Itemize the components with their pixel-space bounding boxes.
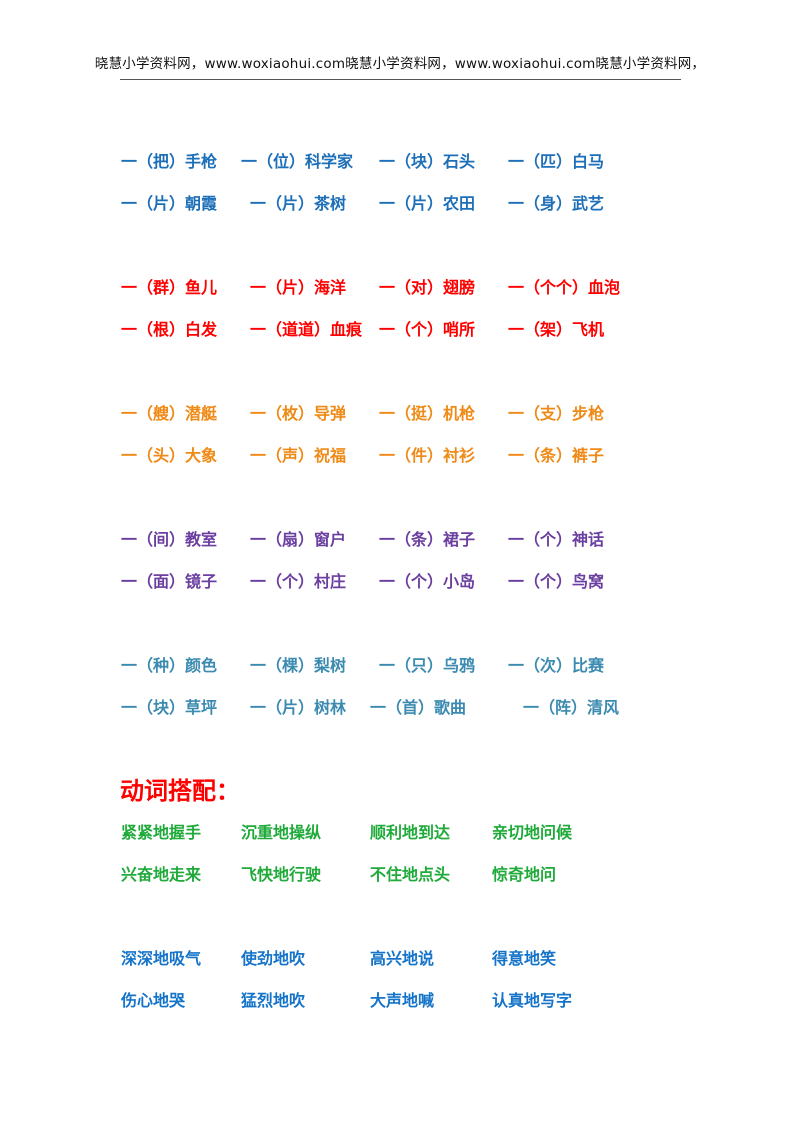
verb-phrase-item: 不住地点头 — [370, 865, 451, 884]
measure-word-item: 一（种）颜色 — [121, 656, 218, 675]
measure-word-item: 一（艘）潜艇 — [121, 404, 218, 423]
measure-word-row: 一（片）朝霞 一（片）茶树 一（片）农田 一（身）武艺 — [0, 192, 800, 218]
measure-word-row: 一（头）大象 一（声）祝福 一（件）衬衫 一（条）裤子 — [0, 444, 800, 470]
measure-word-item: 一（片）树林 — [250, 698, 347, 717]
verb-phrase-item: 大声地喊 — [370, 991, 435, 1010]
measure-word-item: 一（支）步枪 — [508, 404, 605, 423]
measure-word-item: 一（身）武艺 — [508, 194, 605, 213]
measure-word-item: 一（片）朝霞 — [121, 194, 218, 213]
measure-word-item: 一（把）手枪 — [121, 152, 218, 171]
measure-word-item: 一（只）乌鸦 — [379, 656, 476, 675]
measure-word-row: 一（把）手枪 一（位）科学家 一（块）石头 一（匹）白马 — [0, 150, 800, 176]
verb-phrase-item: 使劲地吹 — [241, 949, 306, 968]
measure-word-item: 一（枚）导弹 — [250, 404, 347, 423]
measure-word-item: 一（个个）血泡 — [508, 278, 621, 297]
measure-word-item: 一（个）村庄 — [250, 572, 347, 591]
measure-word-item: 一（块）石头 — [379, 152, 476, 171]
verb-phrase-item: 紧紧地握手 — [121, 823, 202, 842]
measure-word-item: 一（首）歌曲 — [370, 698, 467, 717]
verb-phrase-item: 沉重地操纵 — [241, 823, 322, 842]
verb-phrase-row: 兴奋地走来 飞快地行驶 不住地点头 惊奇地问 — [0, 863, 800, 889]
measure-word-item: 一（次）比赛 — [508, 656, 605, 675]
measure-word-row: 一（块）草坪 一（片）树林 一（首）歌曲 一（阵）清风 — [0, 696, 800, 722]
verb-phrase-row: 伤心地哭 猛烈地吹 大声地喊 认真地写字 — [0, 989, 800, 1015]
measure-word-item: 一（片）海洋 — [250, 278, 347, 297]
measure-word-item: 一（片）农田 — [379, 194, 476, 213]
measure-word-item: 一（声）祝福 — [250, 446, 347, 465]
verb-phrase-item: 猛烈地吹 — [241, 991, 306, 1010]
measure-word-item: 一（条）裤子 — [508, 446, 605, 465]
measure-word-item: 一（扇）窗户 — [250, 530, 347, 549]
verb-phrase-item: 飞快地行驶 — [241, 865, 322, 884]
measure-word-item: 一（面）镜子 — [121, 572, 218, 591]
measure-word-item: 一（个）鸟窝 — [508, 572, 605, 591]
measure-word-item: 一（位）科学家 — [241, 152, 354, 171]
verb-phrase-item: 伤心地哭 — [121, 991, 186, 1010]
verb-phrase-item: 亲切地问候 — [492, 823, 573, 842]
verb-phrase-item: 认真地写字 — [492, 991, 573, 1010]
measure-word-item: 一（对）翅膀 — [379, 278, 476, 297]
measure-word-item: 一（个）小岛 — [379, 572, 476, 591]
verb-phrase-item: 得意地笑 — [492, 949, 557, 968]
measure-word-item: 一（阵）清风 — [523, 698, 620, 717]
measure-word-item: 一（根）白发 — [121, 320, 218, 339]
measure-word-item: 一（架）飞机 — [508, 320, 605, 339]
measure-word-item: 一（件）衬衫 — [379, 446, 476, 465]
verb-phrase-item: 高兴地说 — [370, 949, 435, 968]
measure-word-item: 一（条）裙子 — [379, 530, 476, 549]
measure-word-item: 一（头）大象 — [121, 446, 218, 465]
measure-word-item: 一（个）哨所 — [379, 320, 476, 339]
measure-word-row: 一（种）颜色 一（棵）梨树 一（只）乌鸦 一（次）比赛 — [0, 654, 800, 680]
section-title: 动词搭配： — [120, 777, 240, 805]
measure-word-item: 一（群）鱼儿 — [121, 278, 218, 297]
verb-phrase-item: 兴奋地走来 — [121, 865, 202, 884]
verb-phrase-row: 紧紧地握手 沉重地操纵 顺利地到达 亲切地问候 — [0, 821, 800, 847]
verb-phrase-item: 顺利地到达 — [370, 823, 451, 842]
measure-word-row: 一（间）教室 一（扇）窗户 一（条）裙子 一（个）神话 — [0, 528, 800, 554]
measure-word-item: 一（挺）机枪 — [379, 404, 476, 423]
measure-word-item: 一（间）教室 — [121, 530, 218, 549]
page-header: 晓慧小学资料网，www.woxiaohui.com晓慧小学资料网，www.wox… — [94, 56, 706, 72]
measure-word-row: 一（群）鱼儿 一（片）海洋 一（对）翅膀 一（个个）血泡 — [0, 276, 800, 302]
measure-word-row: 一（艘）潜艇 一（枚）导弹 一（挺）机枪 一（支）步枪 — [0, 402, 800, 428]
measure-word-item: 一（个）神话 — [508, 530, 605, 549]
verb-phrase-item: 惊奇地问 — [492, 865, 557, 884]
measure-word-row: 一（根）白发 一（道道）血痕 一（个）哨所 一（架）飞机 — [0, 318, 800, 344]
measure-word-item: 一（片）茶树 — [250, 194, 347, 213]
measure-word-item: 一（道道）血痕 — [250, 320, 363, 339]
verb-phrase-item: 深深地吸气 — [121, 949, 202, 968]
measure-word-row: 一（面）镜子 一（个）村庄 一（个）小岛 一（个）鸟窝 — [0, 570, 800, 596]
verb-phrase-row: 深深地吸气 使劲地吹 高兴地说 得意地笑 — [0, 947, 800, 973]
measure-word-item: 一（棵）梨树 — [250, 656, 347, 675]
measure-word-item: 一（匹）白马 — [508, 152, 605, 171]
header-divider — [120, 79, 681, 80]
measure-word-item: 一（块）草坪 — [121, 698, 218, 717]
